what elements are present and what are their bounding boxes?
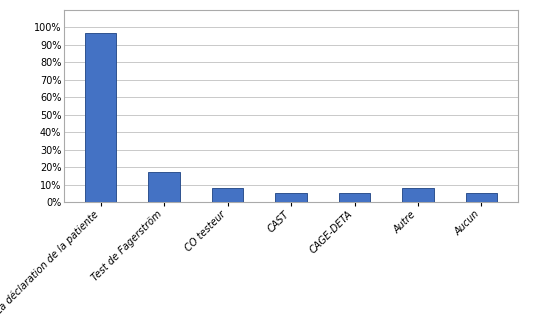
- Bar: [85, 33, 116, 202]
- Bar: [211, 188, 244, 202]
- Bar: [339, 193, 371, 202]
- Bar: [402, 188, 434, 202]
- Bar: [148, 172, 180, 202]
- Bar: [275, 193, 307, 202]
- Bar: [466, 193, 497, 202]
